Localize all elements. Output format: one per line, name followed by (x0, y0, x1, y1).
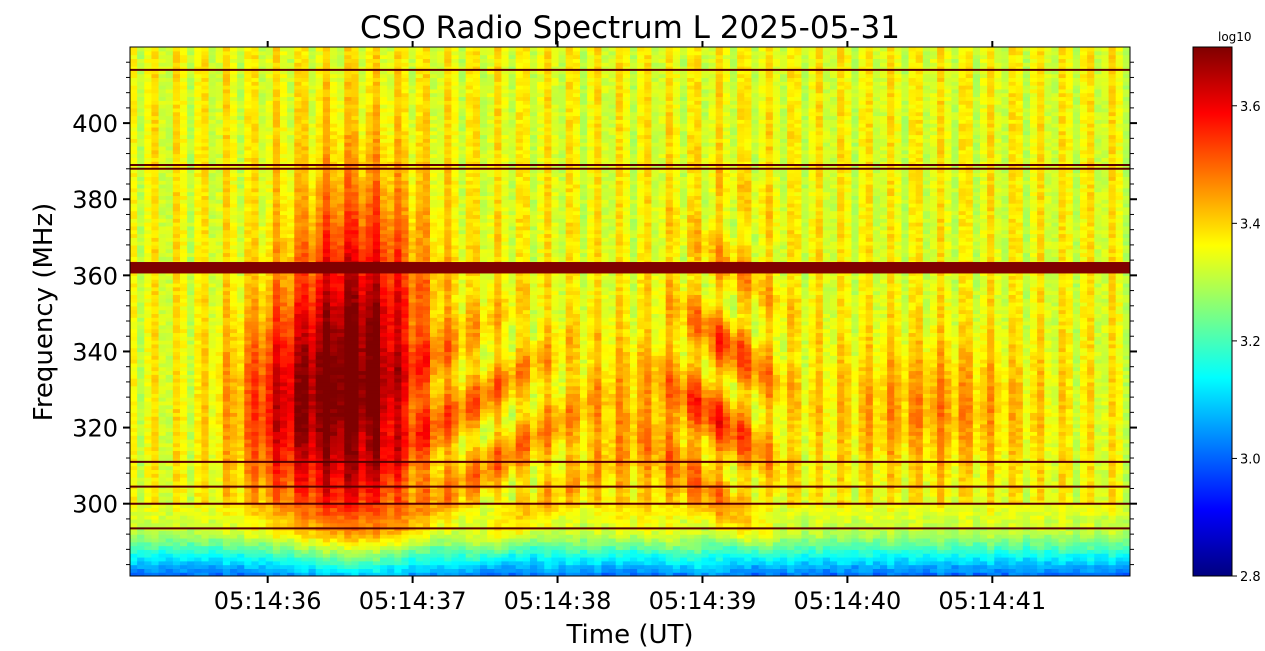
rfi-band (130, 262, 1130, 273)
colorbar: log10 2.8 3.0 3.2 3.4 3.6 (1193, 30, 1261, 585)
y-tick-label: 380 (72, 186, 118, 214)
x-tick-label: 05:14:38 (504, 587, 612, 615)
x-tick-label: 05:14:37 (359, 587, 467, 615)
y-tick-label: 320 (72, 415, 118, 443)
chart-title: CSO Radio Spectrum L 2025-05-31 (360, 10, 900, 46)
colorbar-tick-label: 3.6 (1240, 100, 1261, 115)
colorbar-ticks: 2.8 3.0 3.2 3.4 3.6 (1232, 100, 1261, 585)
colorbar-tick-label: 2.8 (1240, 570, 1261, 585)
colorbar-tick-label: 3.0 (1240, 452, 1261, 467)
colorbar-label: log10 (1218, 30, 1252, 44)
x-tick-label: 05:14:36 (214, 587, 322, 615)
x-tick-label: 05:14:39 (649, 587, 757, 615)
y-tick-label: 340 (72, 338, 118, 366)
x-axis-label: Time (UT) (565, 620, 693, 650)
y-axis-label: Frequency (MHz) (29, 203, 59, 422)
y-tick-label: 360 (72, 262, 118, 290)
x-tick-label: 05:14:40 (793, 587, 901, 615)
y-tick-label: 300 (72, 491, 118, 519)
colorbar-tick-label: 3.2 (1240, 335, 1261, 350)
colorbar-scale (1193, 47, 1232, 576)
colorbar-tick-label: 3.4 (1240, 217, 1261, 232)
y-tick-label: 400 (72, 110, 118, 138)
x-tick-label: 05:14:41 (938, 587, 1046, 615)
spectrogram-area (130, 47, 1131, 577)
